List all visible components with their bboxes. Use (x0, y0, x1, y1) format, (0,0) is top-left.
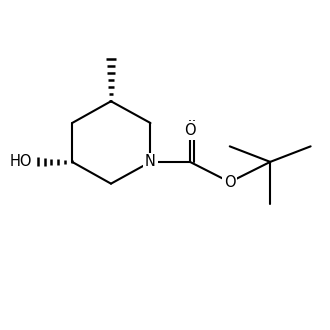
Text: HO: HO (10, 154, 32, 169)
Text: O: O (184, 123, 196, 138)
Text: O: O (224, 175, 236, 190)
Text: N: N (145, 154, 156, 169)
